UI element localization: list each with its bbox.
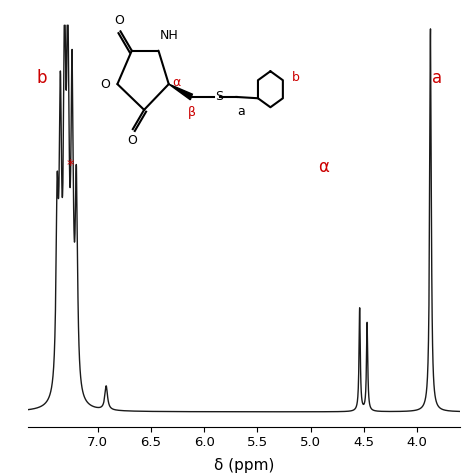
Text: β: β bbox=[188, 106, 196, 119]
Text: α: α bbox=[173, 76, 181, 89]
Text: a: a bbox=[237, 105, 246, 118]
Text: S: S bbox=[215, 91, 223, 103]
Text: O: O bbox=[127, 134, 137, 147]
Polygon shape bbox=[169, 84, 192, 100]
Text: α: α bbox=[319, 158, 329, 176]
Text: O: O bbox=[115, 15, 124, 27]
Text: NH: NH bbox=[159, 28, 178, 42]
X-axis label: δ (ppm): δ (ppm) bbox=[214, 458, 274, 473]
Text: O: O bbox=[100, 78, 110, 91]
Text: b: b bbox=[36, 69, 47, 87]
Text: a: a bbox=[432, 69, 442, 87]
Text: b: b bbox=[292, 71, 300, 84]
Text: *: * bbox=[66, 159, 74, 174]
